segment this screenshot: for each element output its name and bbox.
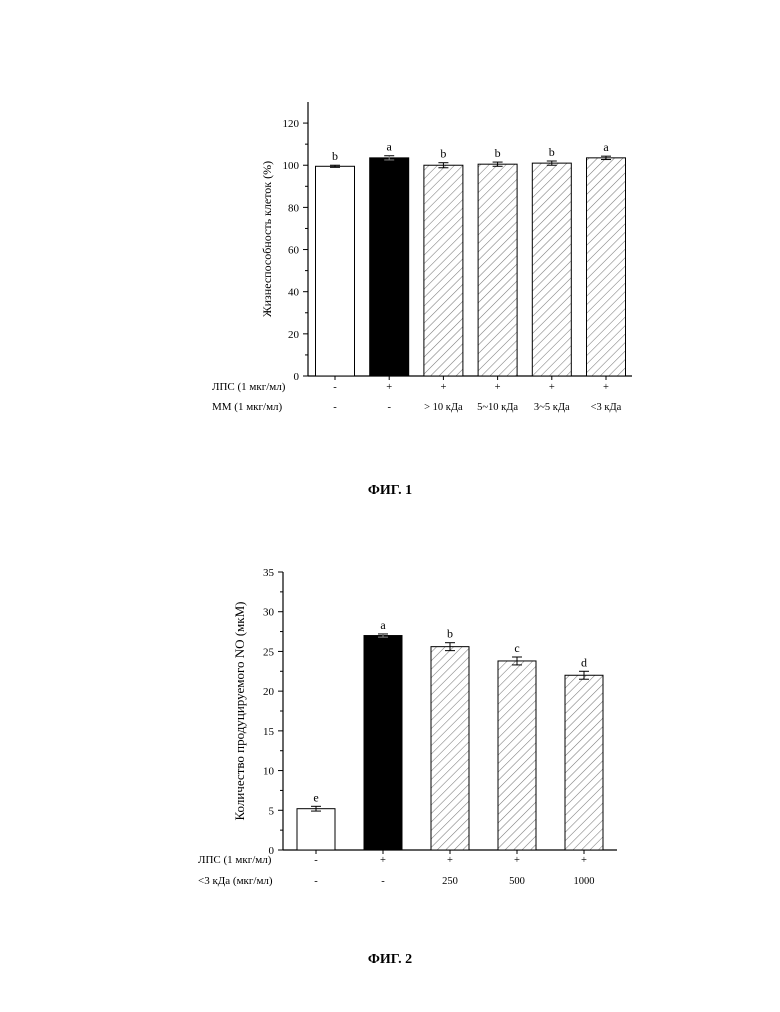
y-tick-label: 30 (263, 607, 275, 619)
condition-value: <3 кДа (591, 402, 622, 413)
figure-1-chart: 0 20 40 60 80 100 120 Жизнеспособность клеток (… (0, 0, 780, 460)
condition-value: 5~10 кДа (477, 402, 518, 413)
bar-4 (478, 164, 517, 376)
y-tick-label: 80 (288, 202, 300, 214)
condition-value: + (447, 855, 453, 866)
y-tick-label: 60 (288, 245, 300, 257)
condition-value: - (381, 876, 385, 887)
condition-value: 500 (509, 876, 525, 887)
significance-letter: a (380, 618, 386, 632)
significance-letter: b (440, 147, 446, 161)
y-tick-label: 20 (288, 329, 300, 341)
bar-2 (364, 636, 402, 850)
bar-5 (532, 163, 571, 376)
bar-3 (424, 165, 463, 376)
plot-area-2: 05101520253035Количество продуцируемого … (198, 567, 617, 887)
condition-value: + (603, 382, 609, 393)
condition-value: - (387, 402, 391, 413)
condition-value: - (314, 855, 318, 866)
significance-letter: b (447, 627, 453, 641)
significance-letter: e (313, 790, 318, 804)
y-tick-label: 25 (263, 646, 275, 658)
y-tick-label: 40 (288, 287, 300, 299)
significance-letter: c (514, 641, 519, 655)
condition-value: + (514, 855, 520, 866)
condition-value: > 10 кДа (424, 402, 463, 413)
condition-row-label: ЛПС (1 мкг/мл) (198, 854, 272, 866)
condition-value: + (549, 382, 555, 393)
y-tick-label: 15 (263, 726, 275, 738)
y-axis-label: Жизнеспособность клеток (%) (260, 161, 274, 317)
plot-area-1: 0 20 40 60 80 100 120 Жизнеспособность клеток (… (212, 102, 632, 413)
condition-value: - (333, 402, 337, 413)
bar-4 (498, 661, 536, 850)
significance-letter: b (495, 146, 501, 160)
y-tick-label: 0 (294, 371, 300, 383)
figure-2-svg: 05101520253035Количество продуцируемого … (0, 540, 780, 920)
condition-row-label: ММ (1 мкг/мл) (212, 401, 283, 413)
bar-2 (370, 158, 409, 376)
condition-row-label: ЛПС (1 мкг/мл) (212, 381, 286, 393)
figure-2-chart: 05101520253035Количество продуцируемого … (0, 540, 780, 920)
condition-value: + (495, 382, 501, 393)
significance-letter: b (549, 145, 555, 159)
y-axis-label: Количество продуцируемого NO (мкМ) (232, 602, 247, 821)
condition-value: + (440, 382, 446, 393)
y-tick-label: 100 (283, 160, 300, 172)
bar-6 (587, 158, 626, 376)
bar-3 (431, 647, 469, 850)
figure-1-svg: 0 20 40 60 80 100 120 Жизнеспособность клеток (… (0, 0, 780, 460)
condition-row-label: <3 кДа (мкг/мл) (198, 875, 273, 887)
y-tick-label: 35 (263, 567, 275, 579)
significance-letter: d (581, 655, 587, 669)
significance-letter: b (332, 149, 338, 163)
figure-2-caption: ФИГ. 2 (0, 952, 780, 968)
condition-value: - (333, 382, 337, 393)
condition-value: 3~5 кДа (534, 402, 570, 413)
condition-value: + (581, 855, 587, 866)
condition-value: + (380, 855, 386, 866)
y-tick-label: 120 (283, 118, 300, 130)
condition-value: - (314, 876, 318, 887)
y-tick-label: 5 (269, 805, 275, 817)
condition-value: + (386, 382, 392, 393)
y-tick-label: 10 (263, 766, 275, 778)
y-tick-label: 20 (263, 686, 275, 698)
bar-5 (565, 675, 603, 850)
bar-1 (297, 809, 335, 850)
condition-value: 1000 (574, 876, 595, 887)
bar-1 (316, 166, 355, 376)
significance-letter: a (387, 140, 393, 154)
figure-1-caption: ФИГ. 1 (0, 483, 780, 499)
significance-letter: a (603, 140, 609, 154)
condition-value: 250 (442, 876, 458, 887)
